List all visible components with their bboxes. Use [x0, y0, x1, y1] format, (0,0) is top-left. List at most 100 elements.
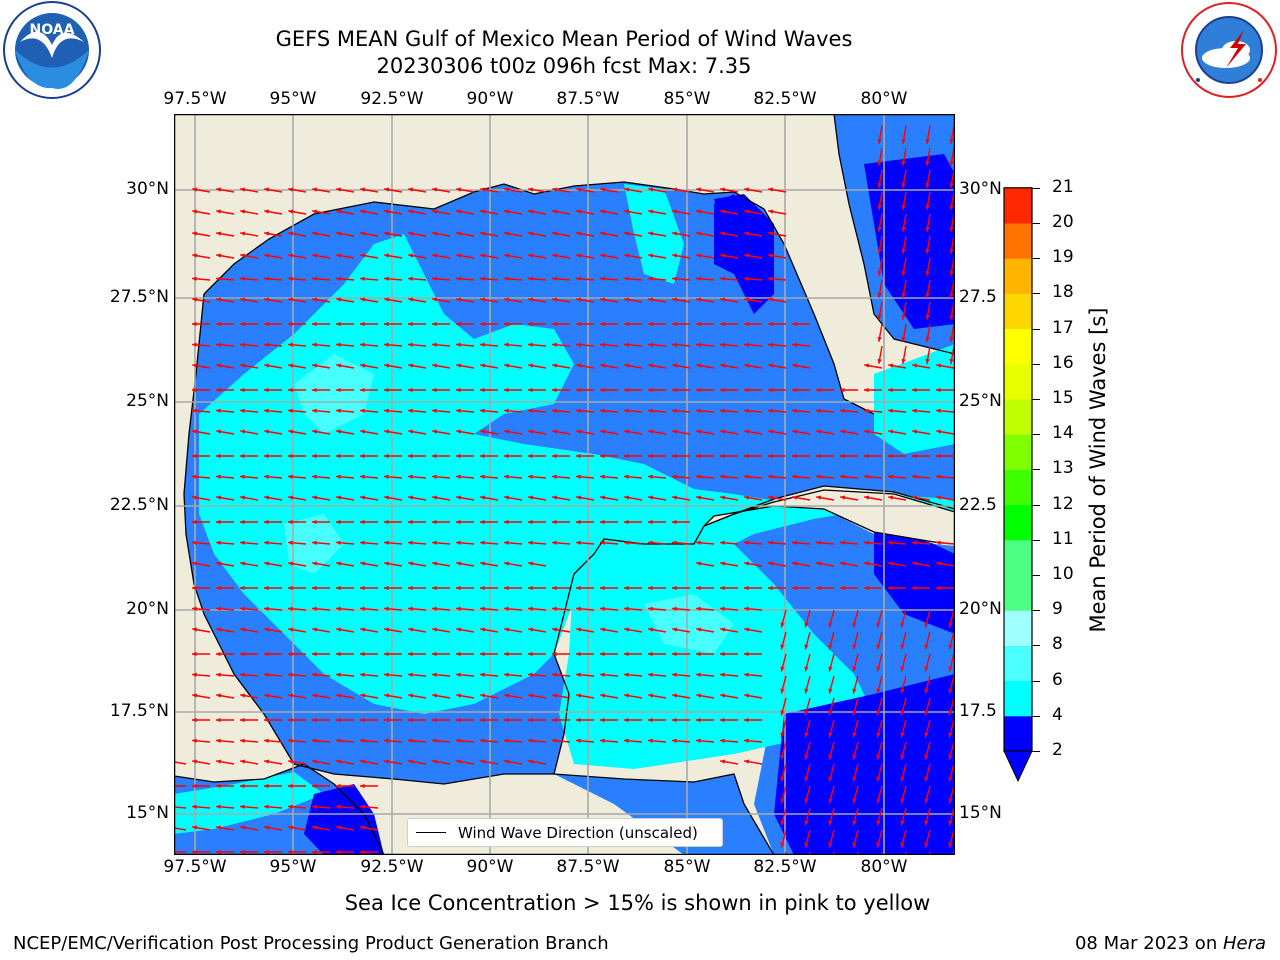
wave-direction-arrow — [528, 429, 547, 435]
colorbar-segment — [1004, 504, 1032, 541]
wave-direction-arrow — [264, 693, 283, 699]
wave-direction-arrow — [192, 453, 210, 459]
wave-direction-arrow — [696, 408, 715, 413]
wave-direction-arrow — [480, 276, 499, 281]
wave-direction-arrow — [696, 606, 715, 611]
legend-label: Wind Wave Direction (unscaled) — [458, 823, 698, 842]
wave-direction-arrow — [504, 540, 523, 545]
wave-direction-arrow — [624, 672, 643, 677]
wave-direction-arrow — [528, 627, 547, 633]
wave-direction-arrow — [456, 717, 474, 723]
wave-direction-arrow — [288, 429, 307, 435]
wave-direction-arrow — [864, 408, 883, 413]
lat-tick-label: 25°N — [959, 391, 1002, 411]
wave-direction-arrow — [528, 387, 546, 393]
colorbar-segment — [1004, 539, 1032, 576]
wave-direction-arrow — [480, 387, 498, 393]
wave-direction-arrow — [768, 495, 787, 501]
wave-direction-arrow — [360, 717, 378, 723]
colorbar-tick-label: 19 — [1052, 247, 1074, 268]
wave-direction-arrow — [408, 363, 427, 369]
wave-direction-arrow — [672, 693, 691, 699]
wave-direction-arrow — [264, 783, 282, 789]
wave-direction-arrow — [360, 693, 379, 699]
wave-direction-arrow — [648, 693, 667, 699]
wave-direction-arrow — [949, 169, 955, 188]
wave-direction-arrow — [216, 738, 235, 743]
wave-direction-arrow — [408, 759, 427, 765]
wave-direction-arrow — [192, 387, 210, 393]
wave-direction-arrow — [600, 276, 619, 281]
wave-direction-arrow — [360, 759, 379, 765]
wave-direction-arrow — [648, 209, 667, 215]
map-legend: Wind Wave Direction (unscaled) — [407, 818, 723, 847]
wave-direction-arrow — [624, 453, 642, 459]
wave-direction-arrow — [624, 209, 643, 215]
wave-direction-arrow — [192, 519, 210, 525]
wave-direction-arrow — [240, 408, 259, 413]
colorbar-segment — [1004, 610, 1032, 646]
wave-direction-arrow — [432, 231, 451, 237]
wave-direction-arrow — [312, 297, 331, 303]
wave-direction-arrow — [576, 672, 595, 677]
wave-direction-arrow — [648, 408, 667, 413]
wave-direction-arrow — [480, 363, 499, 369]
wave-direction-arrow — [240, 561, 259, 567]
coastline-mexico-us — [203, 181, 875, 415]
wave-direction-arrow — [408, 561, 427, 567]
wave-direction-arrow — [744, 231, 763, 237]
wave-direction-arrow — [504, 209, 523, 215]
wave-direction-arrow — [901, 213, 907, 232]
wave-direction-arrow — [912, 585, 930, 591]
wave-direction-arrow — [948, 631, 955, 650]
colorbar-segment — [1004, 187, 1032, 224]
wave-direction-arrow — [240, 231, 259, 237]
wave-direction-arrow — [216, 693, 235, 699]
wave-direction-arrow — [600, 474, 619, 479]
wave-direction-arrow — [600, 540, 619, 545]
wave-direction-arrow — [360, 627, 379, 633]
wave-direction-arrow — [192, 276, 211, 281]
wave-direction-arrow — [877, 345, 883, 364]
wave-direction-arrow — [720, 738, 739, 743]
wave-direction-arrow — [216, 759, 235, 765]
wave-direction-arrow — [768, 342, 787, 347]
wave-direction-arrow — [624, 253, 643, 259]
wave-direction-arrow — [828, 719, 835, 738]
period-band-cyan — [199, 234, 955, 714]
wave-direction-arrow — [384, 759, 403, 765]
wave-direction-arrow — [768, 321, 786, 327]
wave-direction-arrow — [192, 738, 211, 743]
wave-direction-arrow — [720, 276, 739, 281]
wave-direction-arrow — [528, 606, 547, 611]
wave-direction-arrow — [192, 561, 211, 567]
wave-direction-arrow — [949, 147, 955, 166]
colorbar-tick-mark — [1032, 434, 1040, 436]
wave-direction-arrow — [432, 363, 451, 369]
wave-direction-arrow — [948, 609, 955, 628]
wave-direction-arrow — [456, 693, 475, 699]
wave-direction-arrow — [768, 585, 786, 591]
wave-direction-arrow — [648, 627, 667, 633]
lat-tick-label: 30°N — [959, 179, 1002, 199]
wave-direction-arrow — [192, 804, 211, 809]
wave-direction-arrow — [901, 323, 907, 342]
wave-direction-arrow — [672, 363, 691, 369]
wave-direction-arrow — [504, 606, 523, 611]
wave-direction-arrow — [804, 807, 811, 826]
wave-direction-arrow — [744, 585, 762, 591]
wave-direction-arrow — [312, 387, 330, 393]
wave-direction-arrow — [948, 785, 955, 804]
wave-direction-arrow — [480, 540, 499, 545]
wave-direction-arrow — [864, 561, 883, 567]
colorbar-segment — [1004, 434, 1032, 470]
wave-direction-arrow — [336, 738, 355, 743]
wave-direction-arrow — [744, 651, 762, 657]
colorbar-tick-label: 10 — [1052, 564, 1074, 584]
wave-direction-arrow — [876, 719, 883, 738]
wave-direction-arrow — [624, 429, 643, 435]
lat-tick-label: 15°N — [959, 803, 1002, 823]
wave-direction-arrow — [780, 653, 787, 672]
wave-direction-arrow — [216, 627, 235, 633]
wave-direction-arrow — [768, 253, 787, 259]
